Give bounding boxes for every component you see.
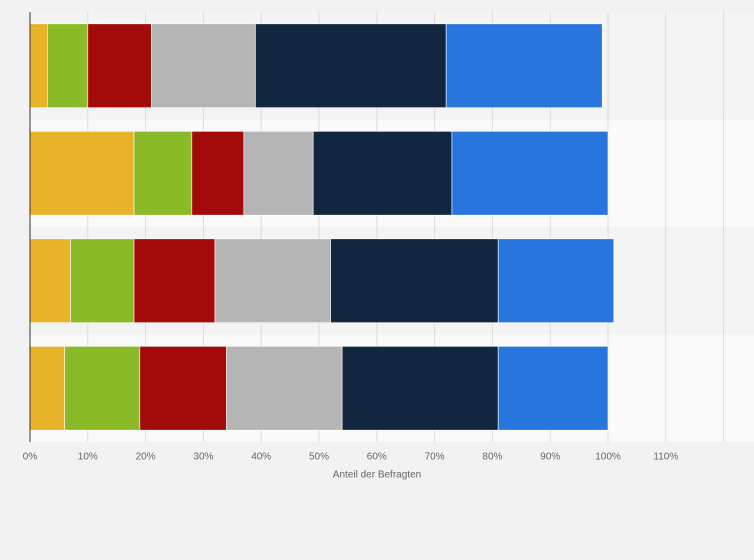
x-tick-label: 100% [595, 452, 621, 463]
x-tick-label: 0% [23, 452, 38, 463]
bar-segment [214, 238, 331, 323]
bar-segment [87, 23, 152, 108]
x-tick-label: 20% [136, 452, 156, 463]
bar-segment [445, 23, 603, 108]
bar-segment [29, 131, 135, 216]
bar-segment [451, 131, 609, 216]
x-tick-label: 110% [653, 452, 678, 463]
bar-segment [243, 131, 314, 216]
x-axis-label: Anteil der Befragten [333, 470, 421, 481]
bar-segment [139, 346, 227, 431]
bar-segment [47, 23, 89, 108]
bar-segment [29, 23, 48, 108]
bar-segment [29, 346, 65, 431]
bar-segment [226, 346, 343, 431]
bar-segment [191, 131, 245, 216]
bar-segment [497, 346, 609, 431]
x-tick-label: 40% [251, 452, 271, 463]
bar-segment [497, 238, 615, 323]
bar-segment [133, 131, 193, 216]
bar-segment [312, 131, 453, 216]
bars [29, 23, 615, 431]
x-tick-label: 30% [193, 452, 213, 463]
bar-segment [29, 238, 71, 323]
bar-segment [341, 346, 499, 431]
x-tick-label: 90% [540, 452, 560, 463]
x-tick-label: 50% [309, 452, 329, 463]
bar-segment [151, 23, 256, 108]
bar-segment [70, 238, 135, 323]
x-tick-label: 10% [78, 452, 98, 463]
bar-segment [133, 238, 216, 323]
x-tick-label: 80% [482, 452, 502, 463]
bar-segment [330, 238, 499, 323]
x-tick-label: 70% [425, 452, 445, 463]
bar-segment [64, 346, 141, 431]
bar-segment [255, 23, 447, 108]
x-tick-label: 60% [367, 452, 387, 463]
